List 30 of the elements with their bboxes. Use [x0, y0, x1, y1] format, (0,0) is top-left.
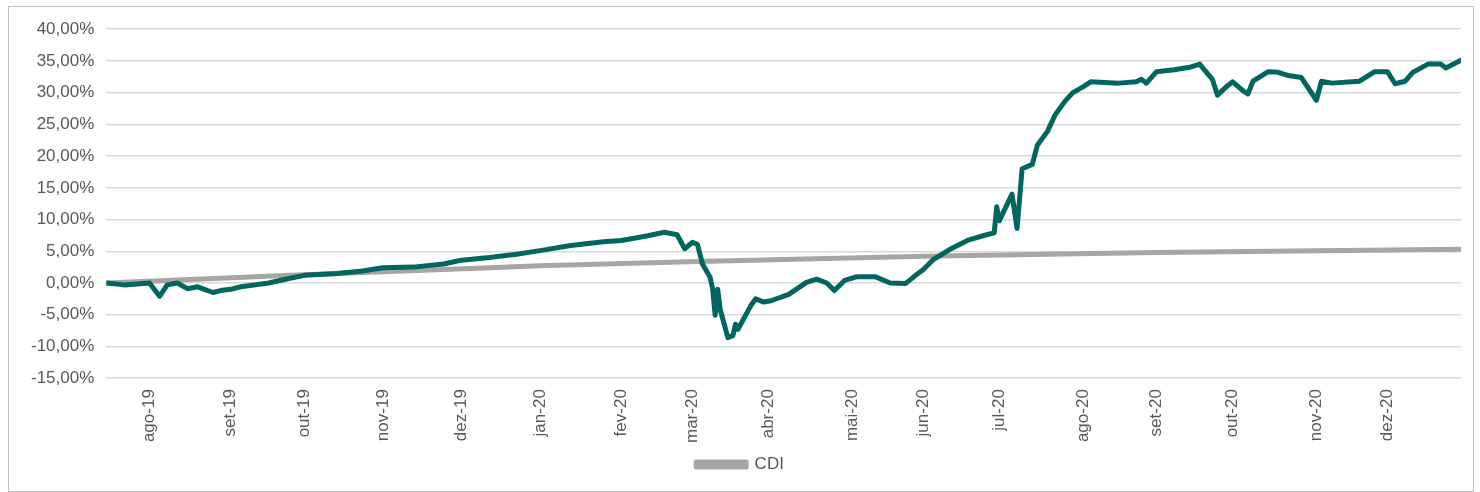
y-tick-label: 0,00% — [46, 272, 95, 292]
x-tick-label: abr-20 — [758, 389, 778, 439]
y-tick-label: 10,00% — [36, 209, 95, 229]
y-tick-label: 35,00% — [36, 50, 95, 70]
y-tick-label: 15,00% — [36, 177, 95, 197]
x-tick-label: set-20 — [1146, 389, 1166, 437]
x-tick-label: dez-19 — [451, 389, 471, 442]
y-tick-label: 5,00% — [46, 240, 95, 260]
x-tick-label: nov-19 — [372, 389, 392, 442]
x-tick-label: jun-20 — [912, 389, 932, 438]
y-tick-label: -10,00% — [30, 336, 95, 356]
x-tick-label: ago-19 — [139, 389, 159, 443]
x-tick-label: mai-20 — [841, 389, 861, 442]
x-tick-label: ago-20 — [1072, 389, 1092, 443]
x-tick-label: out-19 — [293, 389, 313, 438]
y-tick-label: 25,00% — [36, 114, 95, 134]
x-tick-label: set-19 — [220, 389, 240, 437]
legend-label: CDI — [754, 454, 784, 474]
y-tick-label: -15,00% — [30, 367, 95, 387]
x-tick-label: fev-20 — [610, 389, 630, 437]
x-tick-label: nov-20 — [1306, 389, 1326, 442]
y-tick-label: 20,00% — [36, 145, 95, 165]
y-tick-label: 30,00% — [36, 82, 95, 102]
x-tick-label: jan-20 — [529, 389, 549, 438]
x-tick-label: mar-20 — [682, 389, 702, 444]
y-tick-label: 40,00% — [36, 18, 95, 38]
y-tick-label: -5,00% — [40, 304, 95, 324]
x-tick-label: jul-20 — [988, 389, 1008, 432]
x-tick-label: out-20 — [1222, 389, 1242, 438]
x-tick-label: dez-20 — [1377, 389, 1397, 442]
